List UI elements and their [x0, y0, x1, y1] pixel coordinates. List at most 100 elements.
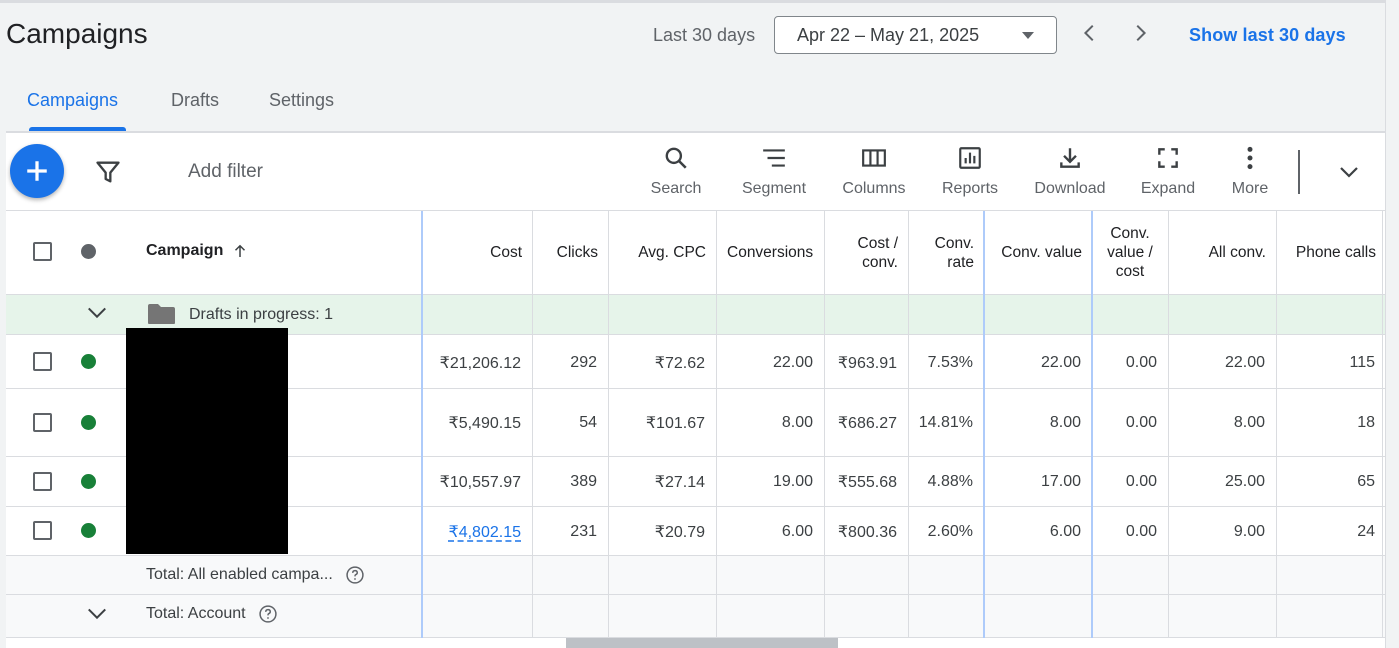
cell-cost[interactable]: ₹4,802.15 [422, 507, 532, 556]
column-header-label: Clicks [556, 244, 598, 261]
cell-value: 14.81% [918, 414, 973, 431]
row-checkbox[interactable] [33, 521, 52, 540]
tab-campaigns[interactable]: Campaigns [27, 90, 119, 110]
cell-avg-cpc: ₹72.62 [608, 336, 716, 389]
cell-clicks: 54 [532, 389, 608, 457]
cell-value: ₹555.68 [837, 474, 897, 491]
previous-period-button[interactable] [1077, 20, 1103, 46]
cell-cost-per-conv: ₹800.36 [824, 507, 908, 556]
expand-icon [1158, 148, 1178, 168]
select-all-checkbox[interactable] [33, 242, 52, 261]
download-button[interactable]: Download [1029, 145, 1111, 203]
status-enabled-dot[interactable] [81, 415, 96, 430]
active-tab-indicator [29, 127, 126, 131]
status-enabled-dot[interactable] [81, 354, 96, 369]
next-period-button[interactable] [1127, 20, 1153, 46]
cell-conv-rate: 14.81% [908, 389, 984, 457]
segment-icon [763, 149, 785, 167]
cell-value: 6.00 [781, 522, 813, 540]
total-label-text: Total: All enabled campa... [146, 566, 333, 583]
cell-conversions: 6.00 [716, 507, 824, 556]
segment-button[interactable]: Segment [737, 145, 811, 203]
cell-conv-value: 6.00 [984, 507, 1092, 556]
plus-icon [27, 161, 47, 181]
column-divider-highlight [983, 211, 985, 638]
cell-value: 19.00 [772, 473, 813, 490]
row-checkbox[interactable] [33, 413, 52, 432]
add-campaign-button[interactable] [10, 144, 64, 198]
table-row[interactable] [6, 389, 1386, 457]
column-divider [716, 211, 717, 638]
download-label: Download [1034, 180, 1106, 197]
date-range-dropdown[interactable]: Apr 22 – May 21, 2025 [774, 16, 1057, 54]
column-header-all-conv[interactable]: All conv. [1168, 211, 1276, 294]
column-divider [1168, 211, 1169, 638]
column-header-clicks[interactable]: Clicks [532, 211, 608, 294]
row-checkbox[interactable] [33, 472, 52, 491]
reports-label: Reports [941, 180, 999, 197]
filter-icon[interactable] [94, 158, 122, 186]
cell-conv-value-per-cost: 0.00 [1092, 507, 1168, 556]
status-enabled-dot[interactable] [81, 523, 96, 538]
cell-conv-rate: 4.88% [908, 457, 984, 507]
chevron-right-icon [1136, 24, 1147, 42]
columns-button[interactable]: Columns [838, 145, 910, 203]
total-enabled-label: Total: All enabled campa... [146, 565, 365, 585]
add-filter-input[interactable]: Add filter [188, 161, 263, 182]
column-header-conv-rate[interactable]: Conv. rate [908, 211, 984, 294]
toolbar-divider [1298, 150, 1300, 194]
chevron-down-icon[interactable] [85, 302, 109, 324]
column-header-conv-value-per-cost[interactable]: Conv. value / cost [1092, 211, 1168, 294]
cell-value: 8.00 [1049, 414, 1081, 431]
column-divider [532, 211, 533, 638]
more-button[interactable]: More [1226, 145, 1274, 203]
table-row[interactable] [6, 507, 1386, 556]
dropdown-caret-icon [1022, 32, 1034, 39]
cell-conv-value: 22.00 [984, 336, 1092, 389]
row-checkbox[interactable] [33, 352, 52, 371]
cell-value[interactable]: ₹4,802.15 [448, 523, 521, 541]
vertical-scrollbar-track[interactable] [1385, 0, 1399, 648]
show-last-30-days-link[interactable]: Show last 30 days [1189, 25, 1346, 45]
column-header-cost-per-conv[interactable]: Cost / conv. [824, 211, 908, 294]
cell-value: 6.00 [1049, 522, 1081, 540]
cell-all-conv: 22.00 [1168, 336, 1276, 389]
cell-cost-per-conv: ₹555.68 [824, 457, 908, 507]
search-icon [665, 147, 687, 169]
reports-button[interactable]: Reports [937, 145, 1003, 203]
tabs-divider [6, 131, 1386, 133]
cell-value: 389 [570, 473, 597, 490]
cell-phone-calls: 115 [1276, 336, 1386, 389]
column-header-conv-value[interactable]: Conv. value [984, 211, 1092, 294]
cell-value: 4.88% [927, 473, 973, 490]
cell-value: 25.00 [1224, 473, 1265, 490]
table-row[interactable] [6, 336, 1386, 389]
column-header-cost[interactable]: Cost [422, 211, 532, 294]
cell-phone-calls: 24 [1276, 507, 1386, 556]
cell-conv-rate: 7.53% [908, 336, 984, 389]
help-icon[interactable] [345, 565, 365, 585]
cell-value: ₹101.67 [645, 415, 705, 432]
column-header-label: Avg. CPC [638, 244, 706, 261]
column-header-phone-calls[interactable]: Phone calls [1276, 211, 1386, 294]
search-button[interactable]: Search [646, 145, 706, 203]
expand-button[interactable]: Expand [1137, 145, 1199, 203]
column-header-conversions[interactable]: Conversions [716, 211, 824, 294]
date-range-label: Last 30 days [653, 25, 756, 45]
chevron-down-icon[interactable] [1335, 160, 1363, 184]
tab-settings[interactable]: Settings [269, 90, 335, 110]
column-header-avg-cpc[interactable]: Avg. CPC [608, 211, 716, 294]
horizontal-scrollbar-thumb[interactable] [566, 638, 838, 648]
cell-clicks: 292 [532, 336, 608, 389]
table-row[interactable] [6, 457, 1386, 507]
more-vert-icon [1247, 146, 1253, 170]
column-divider [824, 211, 825, 638]
campaign-column-header[interactable]: Campaign [146, 242, 249, 260]
status-enabled-dot[interactable] [81, 474, 96, 489]
column-header-label: Conversions [727, 244, 814, 261]
help-icon[interactable] [258, 604, 278, 624]
column-divider [1382, 211, 1383, 638]
tab-drafts[interactable]: Drafts [171, 90, 220, 110]
chevron-down-icon[interactable] [85, 603, 109, 625]
reports-icon [959, 147, 981, 169]
